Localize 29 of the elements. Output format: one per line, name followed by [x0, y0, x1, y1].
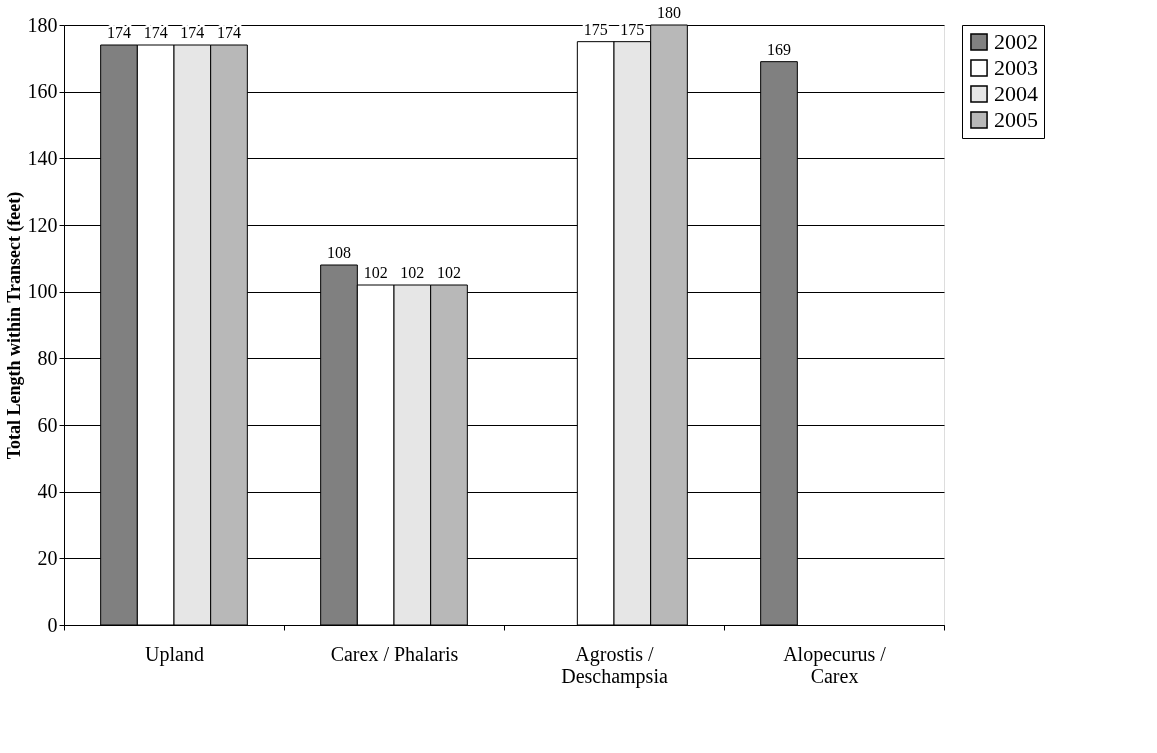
- x-tick-label: Agrostis / Deschampsia: [561, 642, 668, 688]
- data-label: 174: [143, 24, 168, 41]
- x-tick-label: Alopecurus / Carex: [783, 642, 887, 687]
- y-tick-label: 80: [37, 346, 58, 369]
- y-tick-label: 40: [37, 480, 58, 503]
- x-tick-label: Upland: [145, 642, 204, 666]
- data-label: 180: [657, 4, 681, 21]
- legend-label: 2005: [994, 107, 1038, 132]
- data-label: 102: [437, 264, 461, 281]
- data-label: 108: [327, 244, 351, 261]
- data-label: 169: [767, 40, 791, 58]
- legend-label: 2004: [994, 81, 1038, 106]
- y-tick-label: 100: [27, 280, 58, 303]
- y-axis-title: Total Length within Transect (feet): [3, 191, 25, 460]
- data-label: 174: [180, 24, 205, 41]
- data-label: 102: [400, 264, 425, 281]
- data-label: 102: [363, 264, 388, 281]
- y-tick-label: 140: [27, 146, 58, 169]
- y-tick-label: 120: [27, 213, 58, 236]
- y-tick-label: 60: [37, 413, 58, 436]
- y-tick-label: 160: [27, 80, 58, 103]
- y-tick-label: 20: [37, 546, 58, 569]
- y-tick-label: 180: [27, 13, 58, 36]
- data-label: 174: [107, 24, 131, 41]
- legend-label: 2003: [994, 55, 1038, 80]
- y-tick-label: 0: [47, 613, 58, 636]
- x-tick-label: Carex / Phalaris: [330, 642, 459, 665]
- data-label: 174: [217, 24, 241, 41]
- legend-label: 2002: [994, 29, 1038, 54]
